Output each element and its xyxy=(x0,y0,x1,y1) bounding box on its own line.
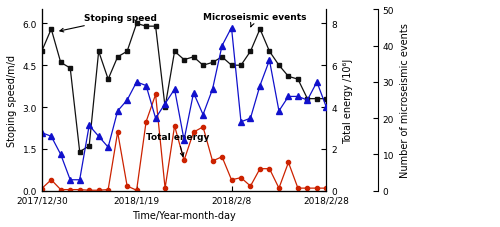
Y-axis label: Total energy /10⁶J: Total energy /10⁶J xyxy=(342,58,352,143)
Y-axis label: Number of microseismic events: Number of microseismic events xyxy=(400,24,409,178)
X-axis label: Time/Year-month-day: Time/Year-month-day xyxy=(132,210,236,220)
Text: Microseismic events: Microseismic events xyxy=(203,13,306,28)
Text: Stoping speed: Stoping speed xyxy=(60,14,158,33)
Text: Total energy: Total energy xyxy=(146,132,210,157)
Y-axis label: Stoping speed/m/d: Stoping speed/m/d xyxy=(7,55,17,146)
